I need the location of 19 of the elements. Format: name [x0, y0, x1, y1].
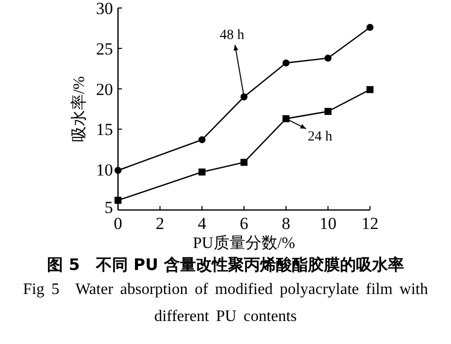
x-tick-label: 0 [114, 214, 122, 233]
text: Fig 5 Water absorption of modified polyacrylate film with different PU contents [22, 280, 429, 327]
x-axis-title: PU质量分数/% [192, 234, 296, 252]
x-tick-label: 2 [156, 214, 164, 233]
y-tick-label: 20 [96, 80, 113, 99]
y-tick-label: 25 [96, 39, 113, 58]
x-tick-label: 12 [362, 214, 378, 233]
x-tick-label: 6 [240, 214, 248, 233]
x-tick-label: 4 [198, 214, 207, 233]
x-tick-label: 10 [320, 214, 336, 233]
y-tick-label: 10 [96, 160, 113, 180]
y-tick-label: 15 [96, 120, 113, 140]
text: 图 5 不同 PU 含量改性聚丙烯酸酯胶膜的吸水率 [46, 254, 405, 276]
x-tick-label: 8 [282, 214, 290, 233]
annotation: 48 h [220, 28, 244, 43]
annotation: 24 h [308, 130, 332, 145]
y-tick-label: 5 [104, 198, 113, 217]
y-tick-label: 30 [96, 0, 113, 18]
y-axis-title: 吸水率/% [70, 76, 88, 142]
